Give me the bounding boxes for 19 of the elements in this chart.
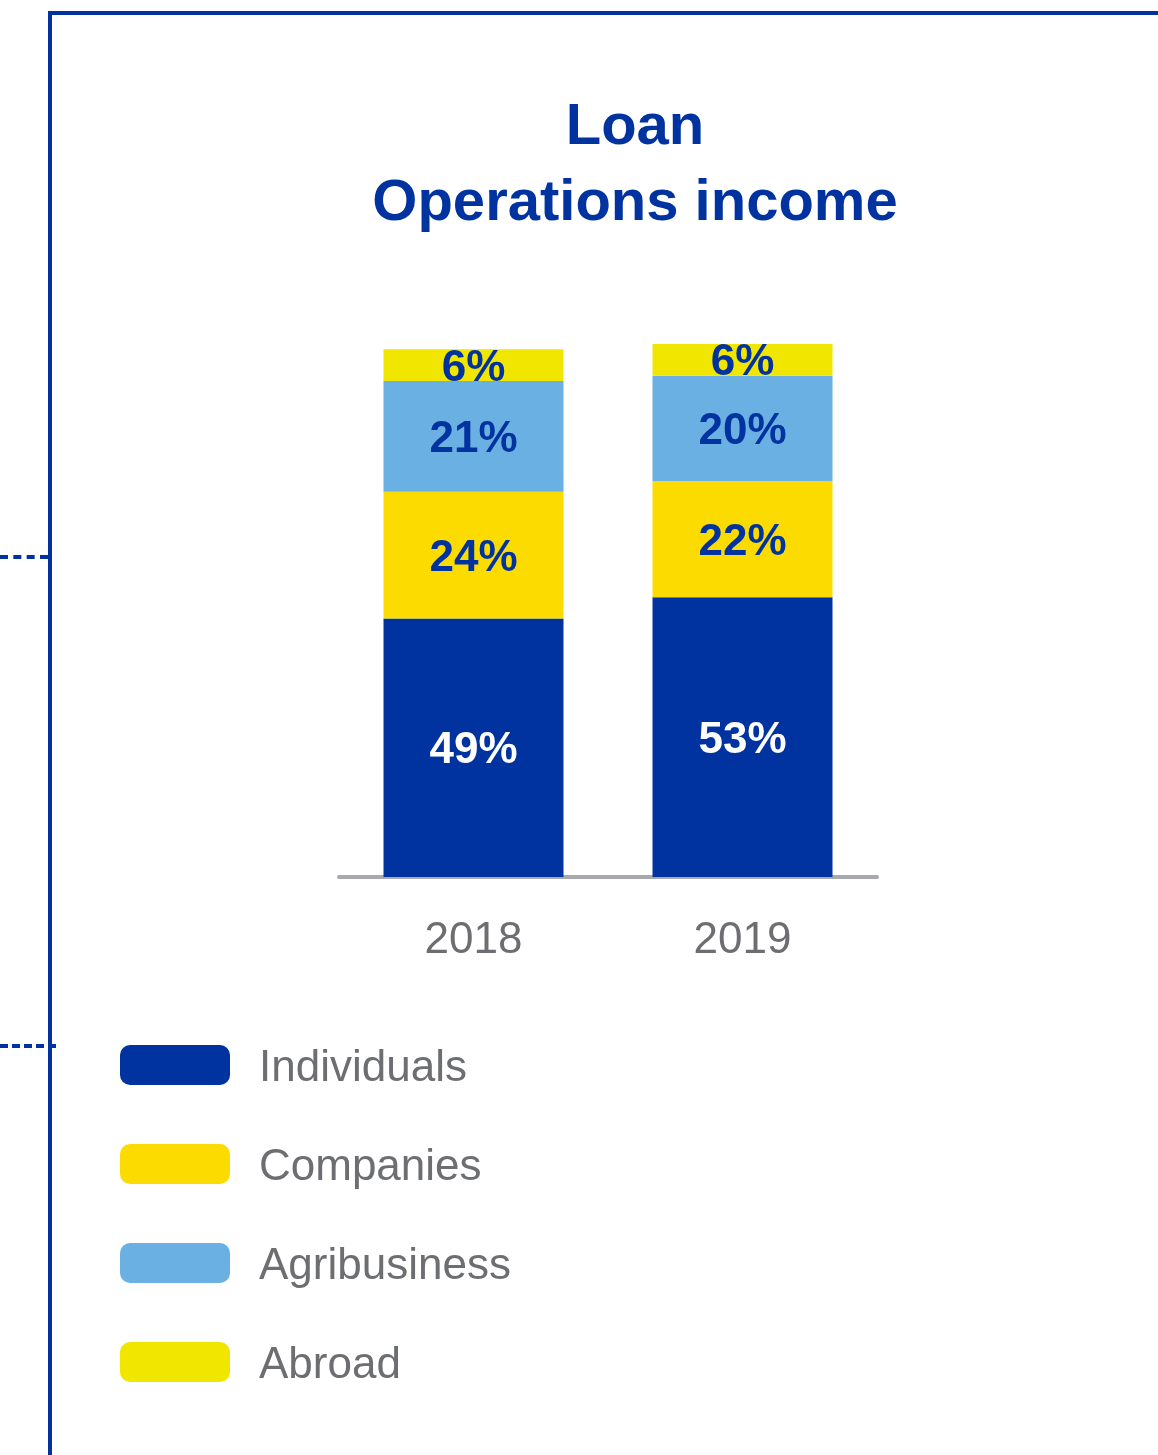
legend-label: Abroad (259, 1337, 401, 1387)
data-label: 20% (698, 403, 787, 453)
data-label: 22% (698, 514, 787, 564)
x-tick-label: 2019 (693, 912, 792, 962)
legend-label: Agribusiness (259, 1238, 511, 1288)
data-label: 6% (441, 340, 506, 390)
x-tick-label: 2018 (424, 912, 523, 962)
bar (652, 481, 833, 598)
data-label: 49% (429, 723, 518, 773)
bar (652, 375, 833, 482)
data-label: 53% (698, 712, 787, 762)
data-label: 6% (710, 335, 775, 385)
bar (383, 491, 564, 619)
data-label: 24% (429, 530, 518, 580)
legend-label: Companies (259, 1139, 482, 1189)
bar (383, 380, 564, 492)
data-label: 21% (429, 411, 518, 461)
legend-label: Individuals (259, 1040, 467, 1090)
chart-title: Loan Operations income (372, 90, 898, 232)
